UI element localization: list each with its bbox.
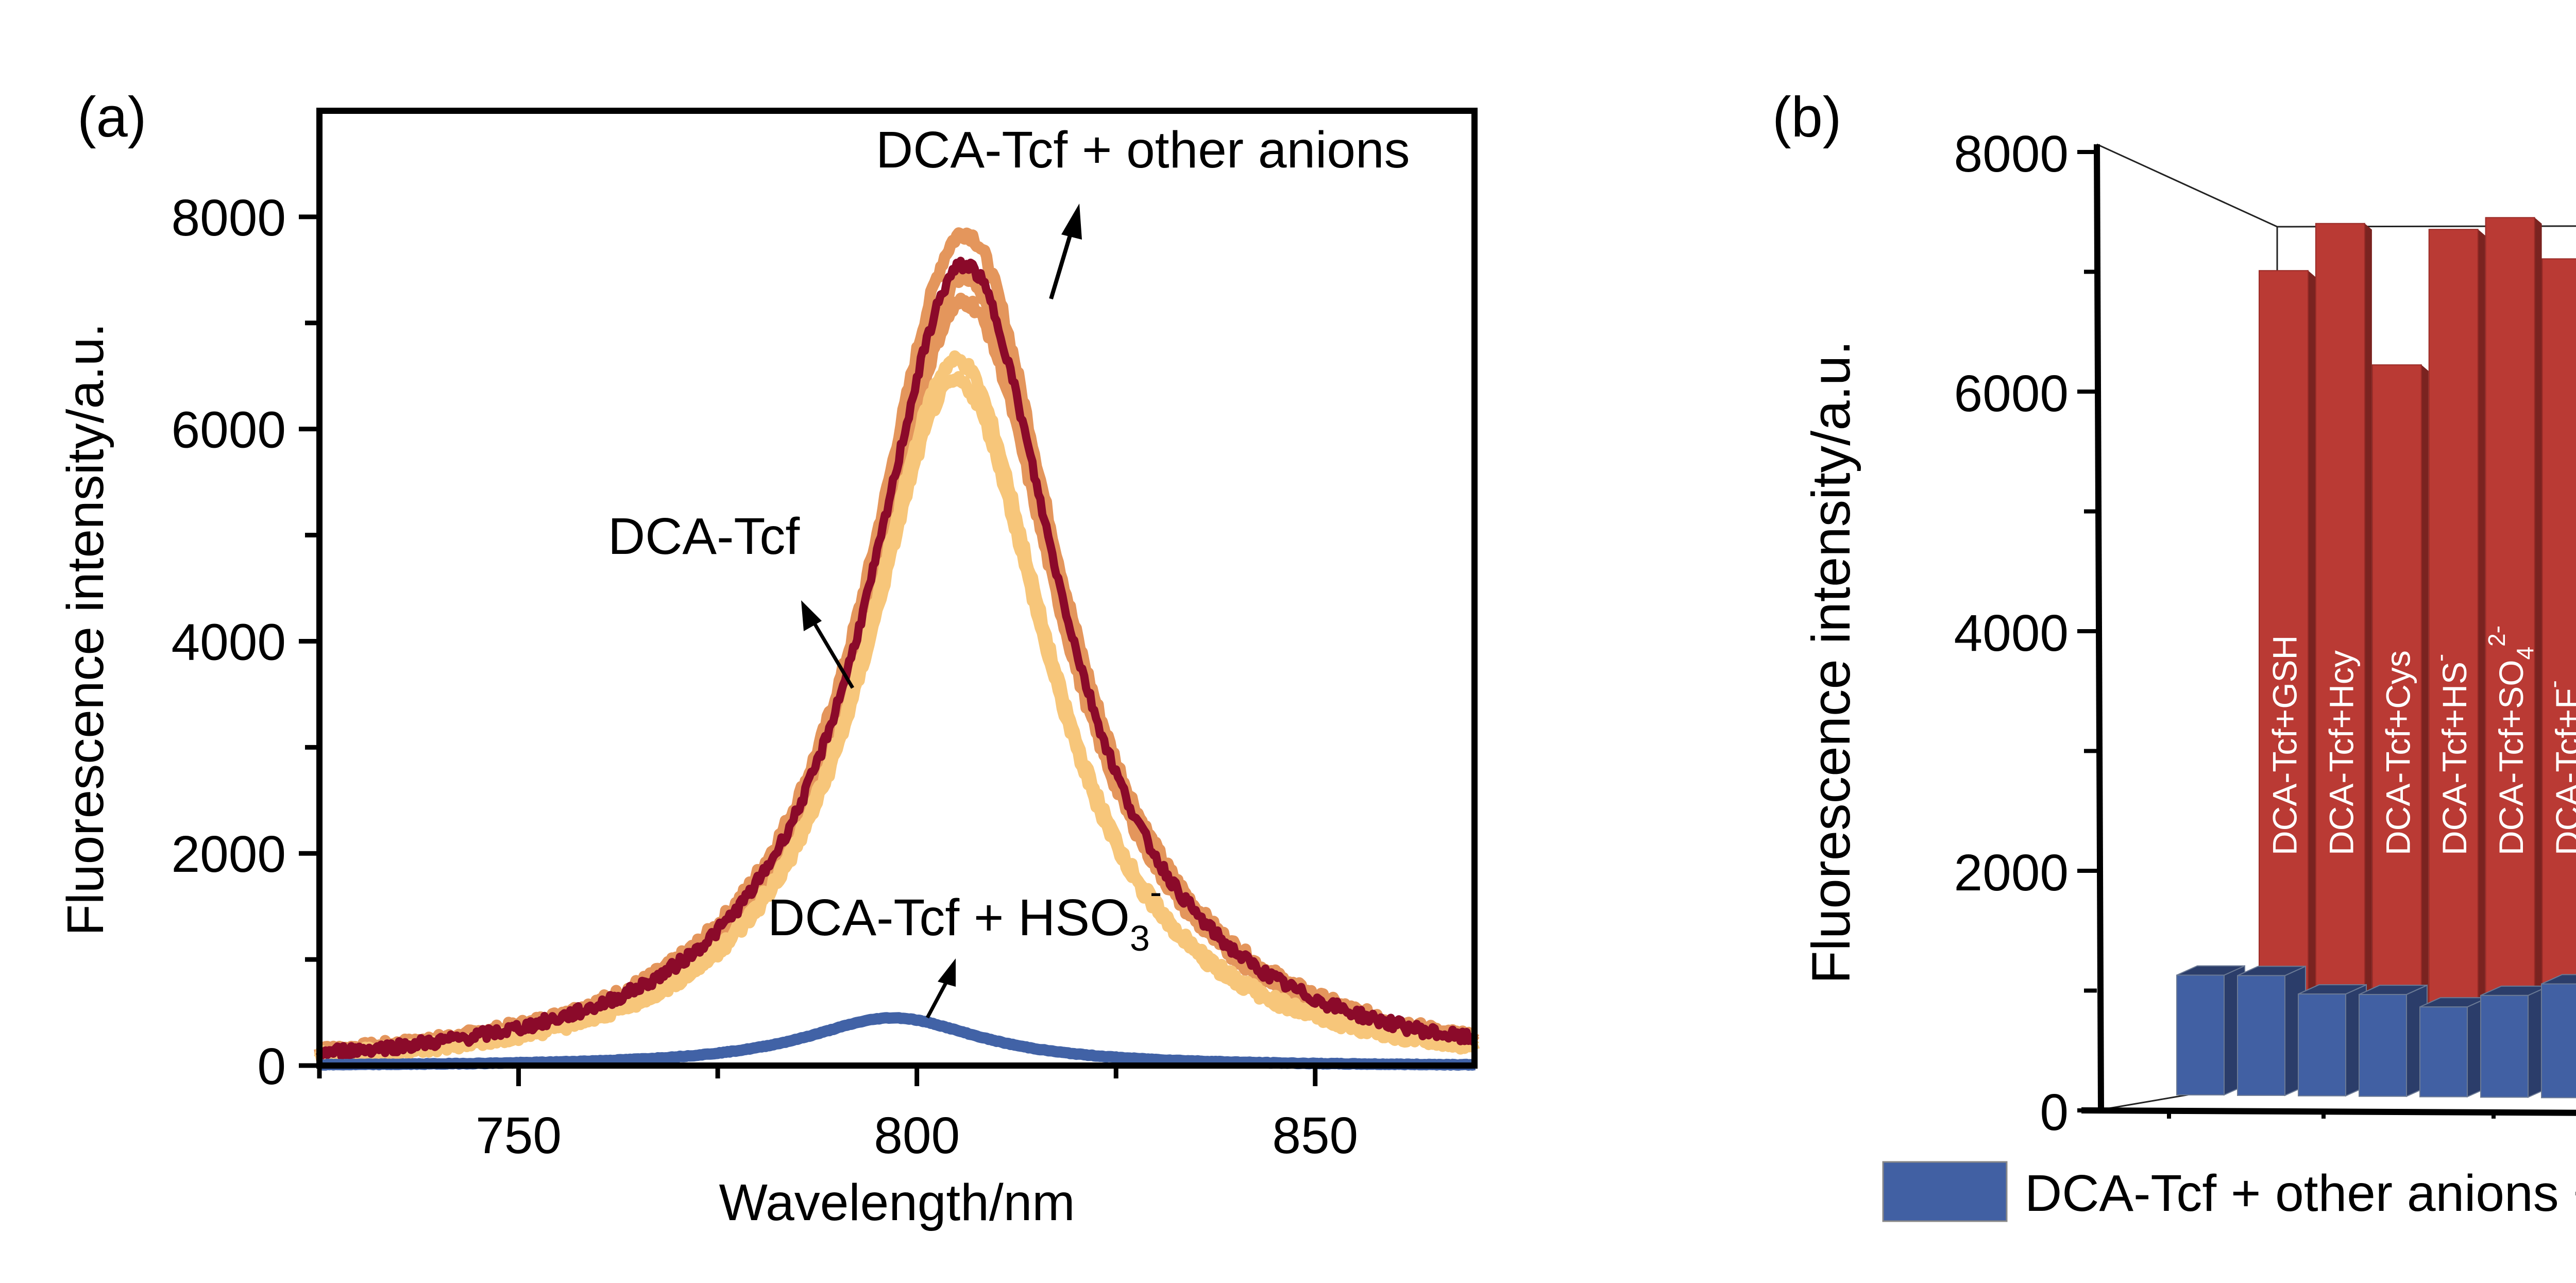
wall-edge (2277, 225, 2576, 228)
category-label: DCA-Tcf+GSH (2266, 635, 2304, 855)
blue-bar (2541, 983, 2576, 1099)
blue-bar (2237, 975, 2285, 1096)
y-tick-label: 2000 (1954, 844, 2069, 902)
y-tick-label: 4000 (1954, 604, 2069, 662)
blue-bar (2176, 974, 2225, 1095)
panel-a-y-ticks: 0 2000 4000 6000 8000 (172, 189, 319, 1095)
red-bar (2371, 364, 2422, 1085)
x-tick-label: 850 (1272, 1107, 1358, 1164)
panel-a-y-axis-label: Fluorescence intensity/a.u. (57, 323, 114, 936)
panel-b-blue-bars (2176, 965, 2576, 1099)
panel-a-x-axis-label: Wavelength/nm (719, 1174, 1075, 1231)
panel-b-legend: DCA-Tcf + other anions + HSO3-DCA-Tcf + … (1882, 1152, 2576, 1234)
y-tick-label: 2000 (172, 825, 286, 883)
category-label: DCA-Tcf+F- (2540, 680, 2576, 855)
panel-a-x-ticks: 750 800 850 (317, 1066, 1358, 1164)
x-axis-line (2081, 1107, 2576, 1116)
y-tick-label: 4000 (172, 613, 286, 671)
x-tick-label: 800 (874, 1107, 960, 1164)
panel-b-category-labels: DCA-Tcf+GSH DCA-Tcf+Hcy DCA-Tcf+Cys DCA-Tcf… (2266, 626, 2576, 855)
wall-edge (2096, 143, 2278, 228)
annotation-other-anions: DCA-Tcf + other anions (876, 121, 1410, 179)
red-bar (2315, 223, 2365, 1085)
red-bar-side (2478, 229, 2485, 1084)
red-bar (2541, 258, 2576, 1084)
spectrum-line (314, 371, 1479, 1065)
arrowhead-dca-tcf-icon (801, 600, 822, 631)
arrowhead-hso3-icon (938, 958, 956, 987)
red-bar (2485, 217, 2535, 1084)
panel-b-red-bars (2259, 217, 2576, 1085)
red-bar-side (2308, 271, 2315, 1084)
blue-bar (2480, 994, 2529, 1098)
panel-b: (b) DCA-Tcf+GSH DCA-Tcf+Hcy DCA-Tcf+Cys DCA… (1772, 86, 2576, 1234)
spectrum-line (315, 257, 1477, 1060)
arrowhead-other-anions-icon (1061, 204, 1082, 240)
red-bar (2428, 229, 2479, 1085)
blue-bar (2359, 994, 2407, 1097)
y-tick-label: 0 (257, 1038, 286, 1095)
panel-b-label: (b) (1772, 86, 1841, 149)
arrow-hso3 (925, 978, 950, 1019)
category-label: DCA-Tcf+Hcy (2322, 650, 2360, 855)
panel-b-axes: 0 2000 4000 6000 8000 (1954, 125, 2576, 1141)
blue-bar (2419, 1006, 2468, 1098)
red-bar-side (2534, 217, 2542, 1084)
panel-a-frame (316, 108, 1478, 1069)
category-label: DCA-Tcf+SO42- (2483, 626, 2538, 855)
arrow-dca-tcf (809, 617, 855, 689)
red-bar (2259, 270, 2309, 1085)
legend-swatch-blue (1882, 1161, 2008, 1222)
y-tick-label: 6000 (172, 401, 286, 459)
category-label: DCA-Tcf+HS- (2427, 654, 2473, 855)
red-bar-side (2421, 365, 2429, 1084)
y-tick-label: 8000 (1954, 125, 2069, 183)
y-tick-label: 0 (2040, 1084, 2069, 1141)
category-label: DCA-Tcf+Cys (2379, 650, 2417, 855)
blue-bar (2298, 993, 2346, 1096)
y-tick-label: 6000 (1954, 365, 2069, 423)
x-tick-label: 750 (476, 1107, 562, 1164)
y-axis-line (2094, 144, 2104, 1111)
panel-a-label: (a) (77, 86, 146, 149)
red-bar-side (2364, 223, 2372, 1084)
y-tick-label: 8000 (172, 189, 286, 247)
annotation-dca-tcf: DCA-Tcf (608, 508, 800, 565)
panel-b-y-axis-label: Fluorescence intensity/a.u. (1801, 341, 1861, 984)
annotation-hso3: DCA-Tcf + HSO3- (768, 872, 1162, 958)
panel-a: (a) 0 2000 4000 6000 8000 750 800 850 Waveleng… (57, 86, 1480, 1231)
legend-label: DCA-Tcf + other anions + HSO3- (2025, 1152, 2576, 1234)
